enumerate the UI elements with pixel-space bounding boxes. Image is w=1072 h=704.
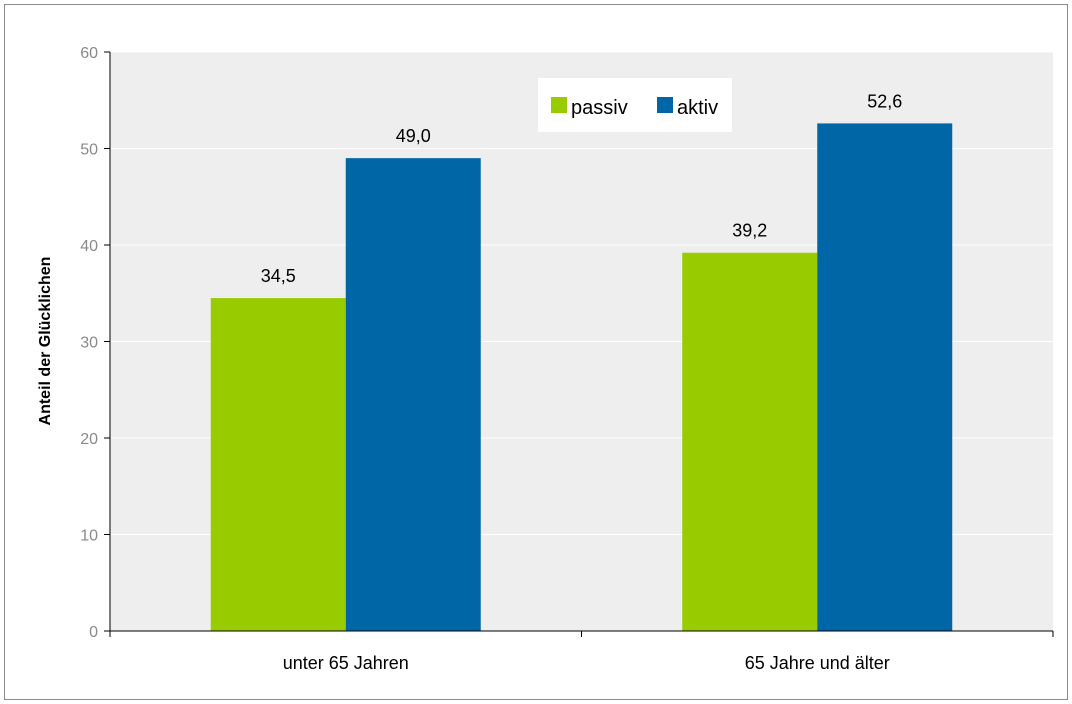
data-label: 34,5: [261, 266, 296, 286]
y-tick-label: 30: [80, 335, 98, 352]
legend-swatch-aktiv: [657, 97, 673, 113]
data-label: 39,2: [732, 221, 767, 241]
y-tick-label: 10: [80, 528, 98, 545]
bar-aktiv: [817, 123, 953, 631]
y-tick-label: 40: [80, 238, 98, 255]
y-tick-label: 60: [80, 45, 98, 62]
legend-label-passiv: passiv: [571, 97, 628, 119]
legend-label-aktiv: aktiv: [677, 97, 718, 119]
bar-passiv: [682, 252, 818, 631]
legend: passiv aktiv: [538, 78, 732, 132]
y-tick-label: 0: [89, 624, 98, 641]
data-label: 52,6: [867, 91, 902, 111]
data-label: 49,0: [396, 126, 431, 146]
legend-swatch-passiv: [551, 97, 567, 113]
bar-passiv: [210, 298, 346, 631]
y-tick-label: 50: [80, 142, 98, 159]
y-tick-label: 20: [80, 431, 98, 448]
legend-box: [538, 78, 732, 132]
x-category-label: unter 65 Jahren: [283, 653, 409, 673]
x-category-label: 65 Jahre und älter: [745, 653, 890, 673]
bar-aktiv: [345, 158, 481, 631]
y-axis-label: Anteil der Glücklichen: [37, 257, 54, 426]
